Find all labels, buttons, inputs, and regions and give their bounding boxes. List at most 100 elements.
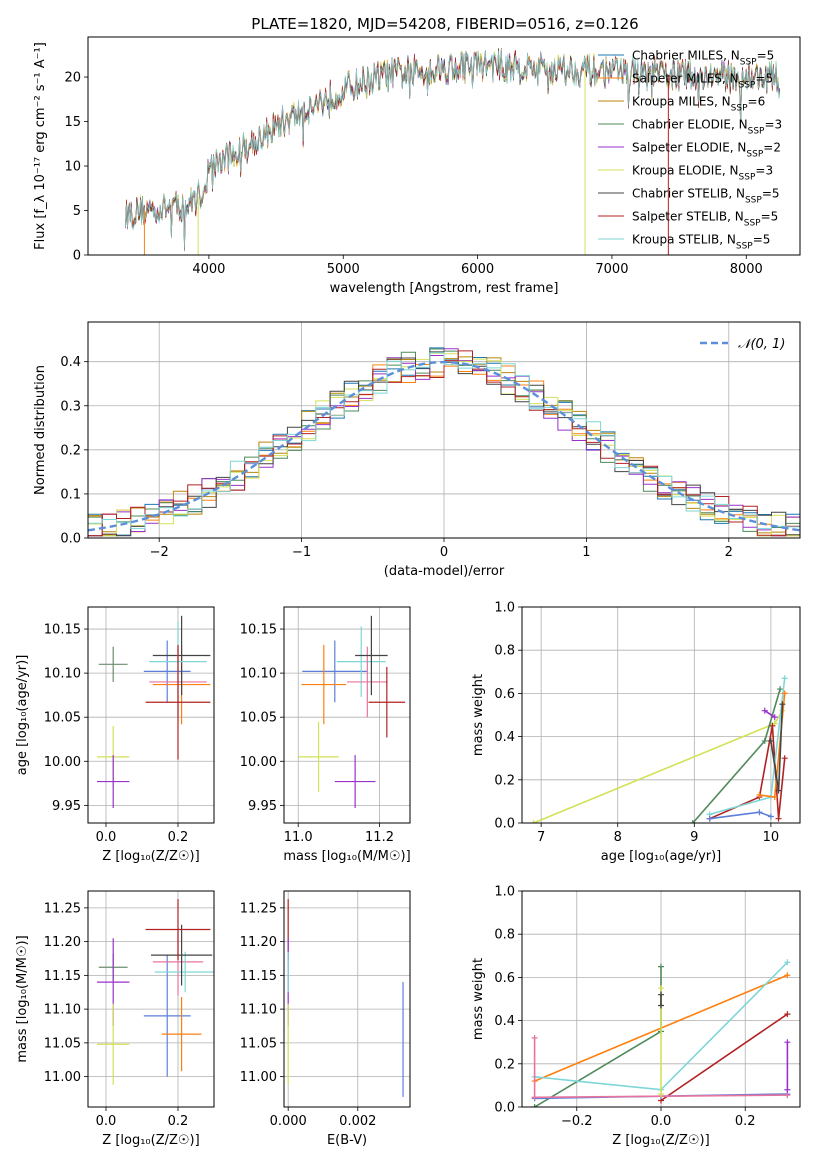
weight-vs-z-ylabel: mass weight bbox=[471, 958, 486, 1040]
mass-vs-z-errorbar-2 bbox=[97, 1003, 130, 1085]
weight-vs-z-ytick-label-1: 0.2 bbox=[494, 1057, 515, 1072]
residuals-xlabel: (data-model)/error bbox=[384, 564, 505, 579]
mass-vs-ebv-ytick-label-1: 11.05 bbox=[240, 1036, 277, 1051]
residuals-frame bbox=[87, 321, 801, 539]
spectrum-xtick-label-2: 6000 bbox=[461, 262, 494, 277]
weight-vs-age-marker-7-1 bbox=[775, 787, 782, 794]
age-vs-z-errorbar-8 bbox=[145, 644, 211, 760]
age-vs-mass-plot-area bbox=[298, 615, 406, 809]
residuals-xtick-label-2: 0 bbox=[440, 545, 448, 560]
weight-vs-z-marker-8-0 bbox=[784, 1086, 791, 1093]
residuals-gaussian-curve bbox=[88, 360, 800, 532]
weight-vs-age-plot-area bbox=[530, 675, 788, 823]
weight-vs-age-xtick-label-1: 8 bbox=[614, 830, 622, 845]
mass-vs-z-xlabel: Z [log₁₀(Z/Z☉)] bbox=[102, 1133, 199, 1148]
mass-vs-z-frame bbox=[87, 890, 215, 1108]
weight-vs-age-xtick-label-3: 10 bbox=[763, 830, 780, 845]
mass-vs-z-ytick-label-2: 11.10 bbox=[44, 1003, 81, 1018]
mass-vs-ebv-ytick-label-2: 11.10 bbox=[240, 1003, 277, 1018]
weight-vs-z-marker-8-1 bbox=[784, 1039, 791, 1046]
residuals-ytick-label-2: 0.2 bbox=[60, 443, 81, 458]
mass-vs-z-ytick-label-3: 11.15 bbox=[44, 969, 81, 984]
spectrum-ytick-label-1: 5 bbox=[73, 204, 81, 219]
age-vs-z-xtick-label-1: 0.2 bbox=[168, 830, 189, 845]
spectrum-xlabel: wavelength [Angstrom, rest frame] bbox=[330, 281, 559, 296]
weight-vs-z-marker-5-2 bbox=[784, 1092, 791, 1099]
age-vs-z-frame bbox=[87, 606, 215, 824]
age-vs-mass-ytick-label-2: 10.05 bbox=[240, 711, 277, 726]
age-vs-mass-ytick-label-3: 10.10 bbox=[240, 667, 277, 682]
age-vs-z-ytick-label-2: 10.05 bbox=[44, 711, 81, 726]
mass-vs-z-errorbar-3 bbox=[143, 955, 191, 1077]
age-vs-z-xtick-label-0: 0.0 bbox=[96, 830, 117, 845]
weight-vs-age-series-6 bbox=[764, 710, 776, 718]
weight-vs-z-xtick-label-0: −0.2 bbox=[561, 1114, 593, 1129]
residuals-ytick-label-0: 0.0 bbox=[60, 532, 81, 547]
residuals-hist-8 bbox=[88, 352, 800, 530]
age-vs-z-ytick-label-4: 10.15 bbox=[44, 623, 81, 638]
mass-vs-z-ylabel: mass [log₁₀(M/M☉)] bbox=[15, 935, 30, 1062]
weight-vs-z-frame bbox=[521, 890, 801, 1108]
residuals-plot-area bbox=[88, 347, 800, 537]
weight-vs-z-marker-7-1 bbox=[658, 991, 664, 998]
weight-vs-age-ytick-label-4: 0.8 bbox=[494, 644, 515, 659]
mass-vs-z-xtick-label-1: 0.2 bbox=[168, 1114, 189, 1129]
age-vs-z-xlabel: Z [log₁₀(Z/Z☉)] bbox=[102, 849, 199, 864]
mass-vs-z-errorbar-7 bbox=[151, 924, 213, 986]
weight-vs-age-marker-5-0 bbox=[756, 791, 763, 798]
spectrum-ylabel: Flux [f_λ 10⁻¹⁷ erg cm⁻² s⁻¹ A⁻¹] bbox=[33, 42, 48, 250]
mass-vs-ebv-xlabel: E(B-V) bbox=[327, 1133, 367, 1148]
mass-vs-ebv-xtick-label-0: 0.000 bbox=[270, 1114, 307, 1129]
spectrum-legend-label-4: Salpeter ELODIE, NSSP=2 bbox=[632, 141, 781, 160]
age-vs-z-panel: 0.0 0.2 9.95 10.00 10.05 10.10 10.15 Z [log₁₀(Z… bbox=[15, 606, 215, 864]
weight-vs-age-marker-5-2 bbox=[781, 690, 788, 697]
mass-vs-z-ytick-label-1: 11.05 bbox=[44, 1036, 81, 1051]
age-vs-z-plot-area bbox=[97, 615, 211, 809]
spectrum-ytick-label-2: 10 bbox=[64, 160, 81, 175]
weight-vs-age-marker-6-0 bbox=[761, 707, 768, 714]
mass-vs-z-panel: 0.0 0.2 11.00 11.05 11.10 11.15 11.20 11.25 Z [l… bbox=[15, 890, 215, 1148]
spectrum-frame bbox=[87, 36, 801, 256]
mass-vs-z-errorbar-4 bbox=[161, 996, 202, 1072]
age-vs-z-ytick-label-3: 10.10 bbox=[44, 667, 81, 682]
mass-vs-ebv-ytick-label-5: 11.25 bbox=[240, 901, 277, 916]
weight-vs-age-marker-2-2 bbox=[769, 722, 776, 729]
age-vs-z-errorbar-6 bbox=[152, 615, 211, 696]
mass-vs-ebv-frame bbox=[283, 890, 411, 1108]
weight-vs-z-ytick-label-4: 0.8 bbox=[494, 928, 515, 943]
age-vs-z-ytick-label-1: 10.00 bbox=[44, 755, 81, 770]
spectrum-legend-label-8: Kroupa STELIB, NSSP=5 bbox=[632, 233, 770, 252]
mass-vs-z-ytick-label-4: 11.20 bbox=[44, 935, 81, 950]
weight-vs-z-ytick-label-3: 0.6 bbox=[494, 971, 515, 986]
age-vs-z-errorbar-0 bbox=[98, 646, 128, 682]
weight-vs-age-xtick-label-0: 7 bbox=[537, 830, 545, 845]
weight-vs-z-panel: −0.2 0.0 0.2 0.0 0.2 0.4 0.6 0.8 1.0 Z [log₁₀(Z/Z… bbox=[471, 885, 801, 1148]
weight-vs-z-marker-6-1 bbox=[658, 985, 664, 992]
weight-vs-age-marker-1-2 bbox=[777, 686, 784, 693]
weight-vs-age-ytick-label-1: 0.2 bbox=[494, 773, 515, 788]
weight-vs-z-ytick-label-5: 1.0 bbox=[494, 885, 515, 900]
age-vs-z-ytick-label-0: 9.95 bbox=[52, 799, 81, 814]
residuals-panel: −2 −1 0 1 2 0.0 0.1 0.2 0.3 0.4 (data-model)/error… bbox=[33, 321, 801, 579]
weight-vs-age-marker-4-0 bbox=[706, 815, 713, 822]
weight-vs-age-series-0 bbox=[533, 710, 784, 823]
age-vs-mass-ytick-label-4: 10.15 bbox=[240, 623, 277, 638]
weight-vs-age-ytick-label-5: 1.0 bbox=[494, 601, 515, 616]
mass-vs-z-errorbar-6 bbox=[154, 951, 214, 993]
mass-vs-z-errorbar-8 bbox=[145, 899, 211, 960]
weight-vs-age-marker-1-0 bbox=[689, 820, 696, 823]
mass-vs-z-xtick-label-0: 0.0 bbox=[96, 1114, 117, 1129]
spectrum-series-8 bbox=[125, 48, 781, 249]
weight-vs-age-ytick-label-0: 0.0 bbox=[494, 817, 515, 832]
spectrum-legend-label-2: Kroupa MILES, NSSP=6 bbox=[632, 95, 765, 114]
age-vs-mass-errorbar-5 bbox=[347, 646, 388, 718]
age-vs-mass-errorbar-0 bbox=[302, 640, 368, 703]
age-vs-mass-errorbar-1 bbox=[301, 644, 347, 725]
weight-vs-age-marker-3-2 bbox=[781, 675, 788, 682]
age-vs-mass-frame bbox=[283, 606, 411, 824]
weight-vs-z-series-2 bbox=[660, 1013, 788, 1102]
mass-vs-z-plot-area bbox=[97, 899, 214, 1085]
weight-vs-age-marker-2-4 bbox=[781, 755, 788, 762]
